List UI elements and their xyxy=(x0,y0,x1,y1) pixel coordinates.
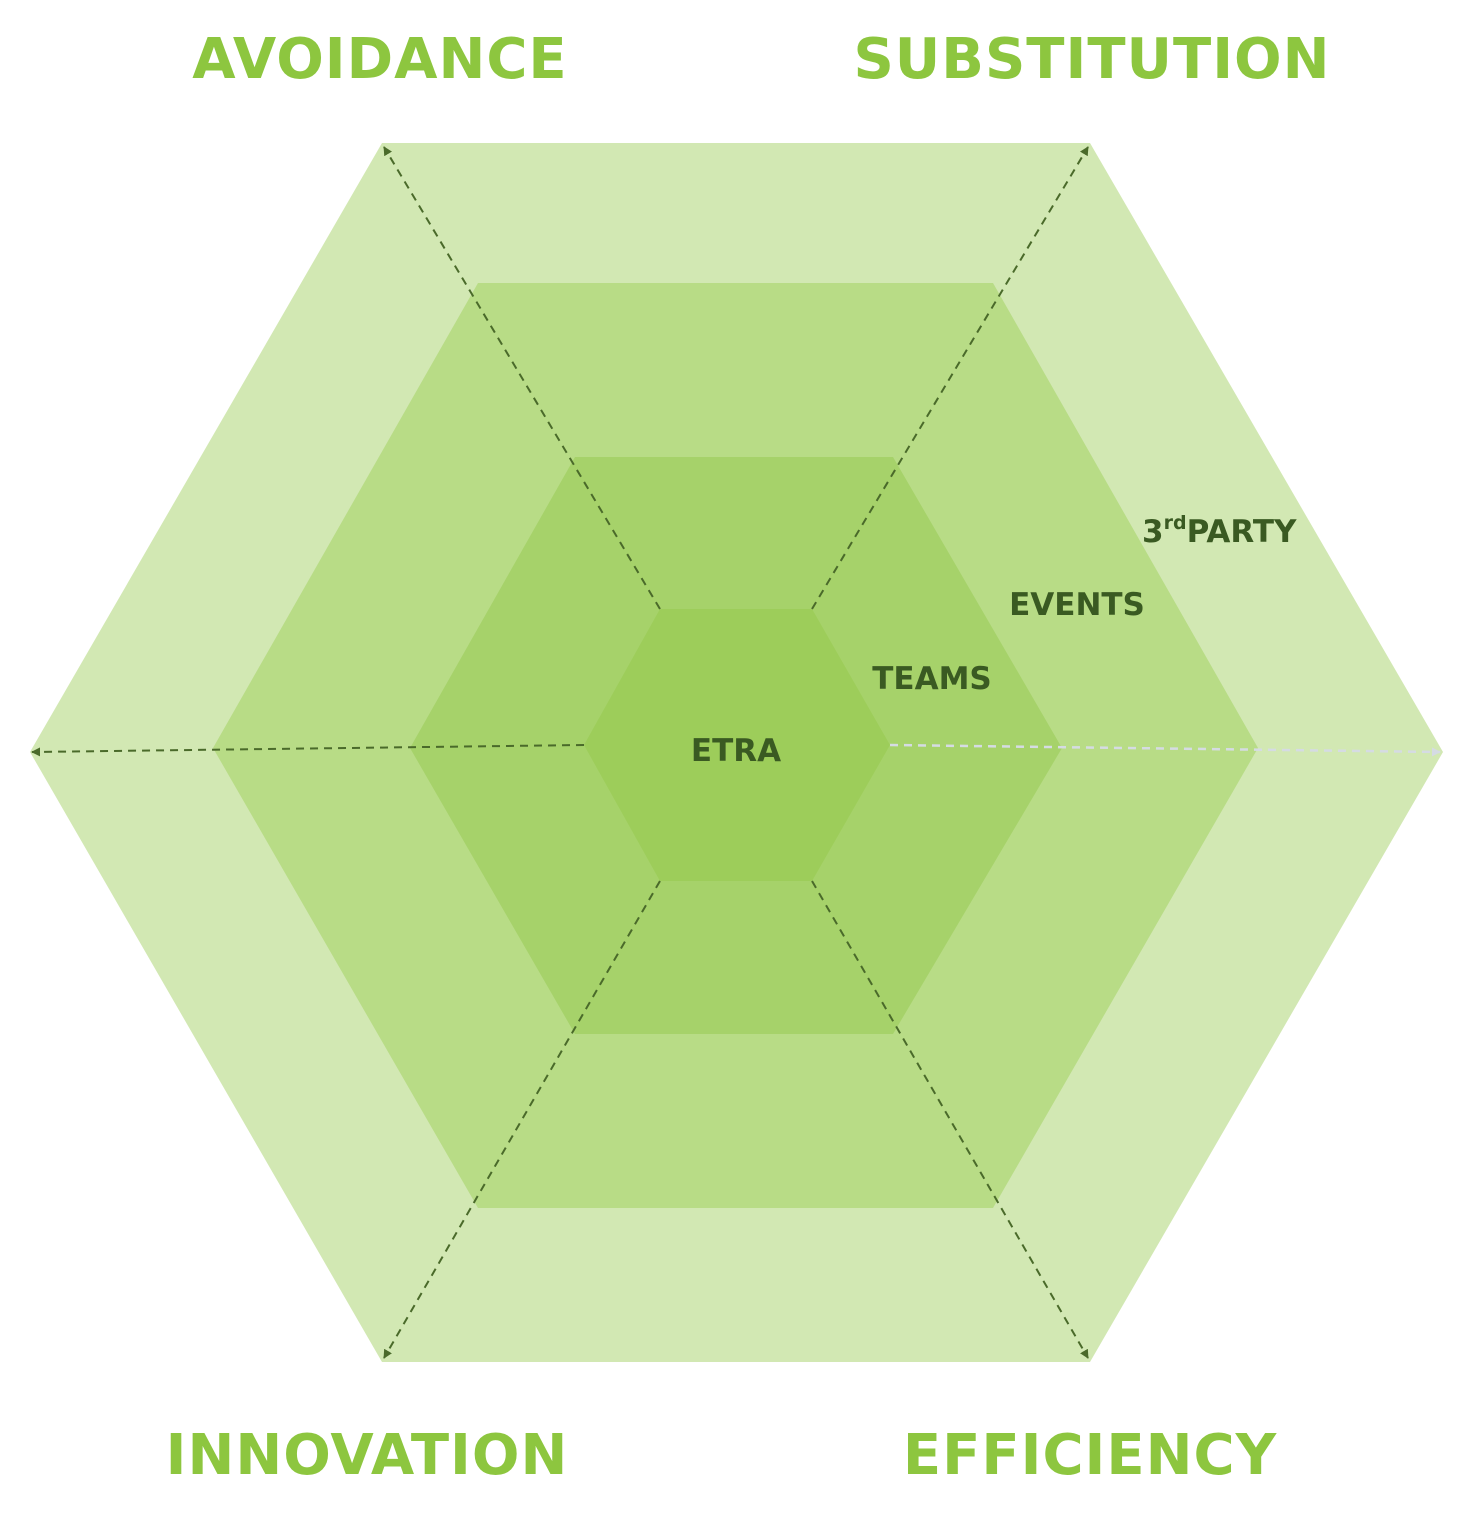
axis-right xyxy=(889,743,1441,757)
axis-avoidance xyxy=(383,146,661,610)
label-3rd-party-number: 3 xyxy=(1142,514,1164,550)
label-innovation: INNOVATION xyxy=(166,1423,569,1488)
label-events: EVENTS xyxy=(1009,587,1145,623)
label-substitution: SUBSTITUTION xyxy=(853,27,1330,92)
hexagon-core xyxy=(584,609,890,881)
axis-efficiency xyxy=(811,880,1089,1359)
label-3rd-party-sup: rd xyxy=(1164,512,1187,534)
axis-innovation xyxy=(383,880,661,1359)
label-teams: TEAMS xyxy=(872,661,992,697)
label-3rd-party: 3rdPARTY xyxy=(1142,512,1297,550)
label-etra: ETRA xyxy=(691,733,781,769)
axis-substitution xyxy=(811,146,1089,610)
label-3rd-party-text: PARTY xyxy=(1187,514,1297,550)
label-efficiency: EFFICIENCY xyxy=(903,1423,1278,1488)
label-avoidance: AVOIDANCE xyxy=(192,27,567,92)
